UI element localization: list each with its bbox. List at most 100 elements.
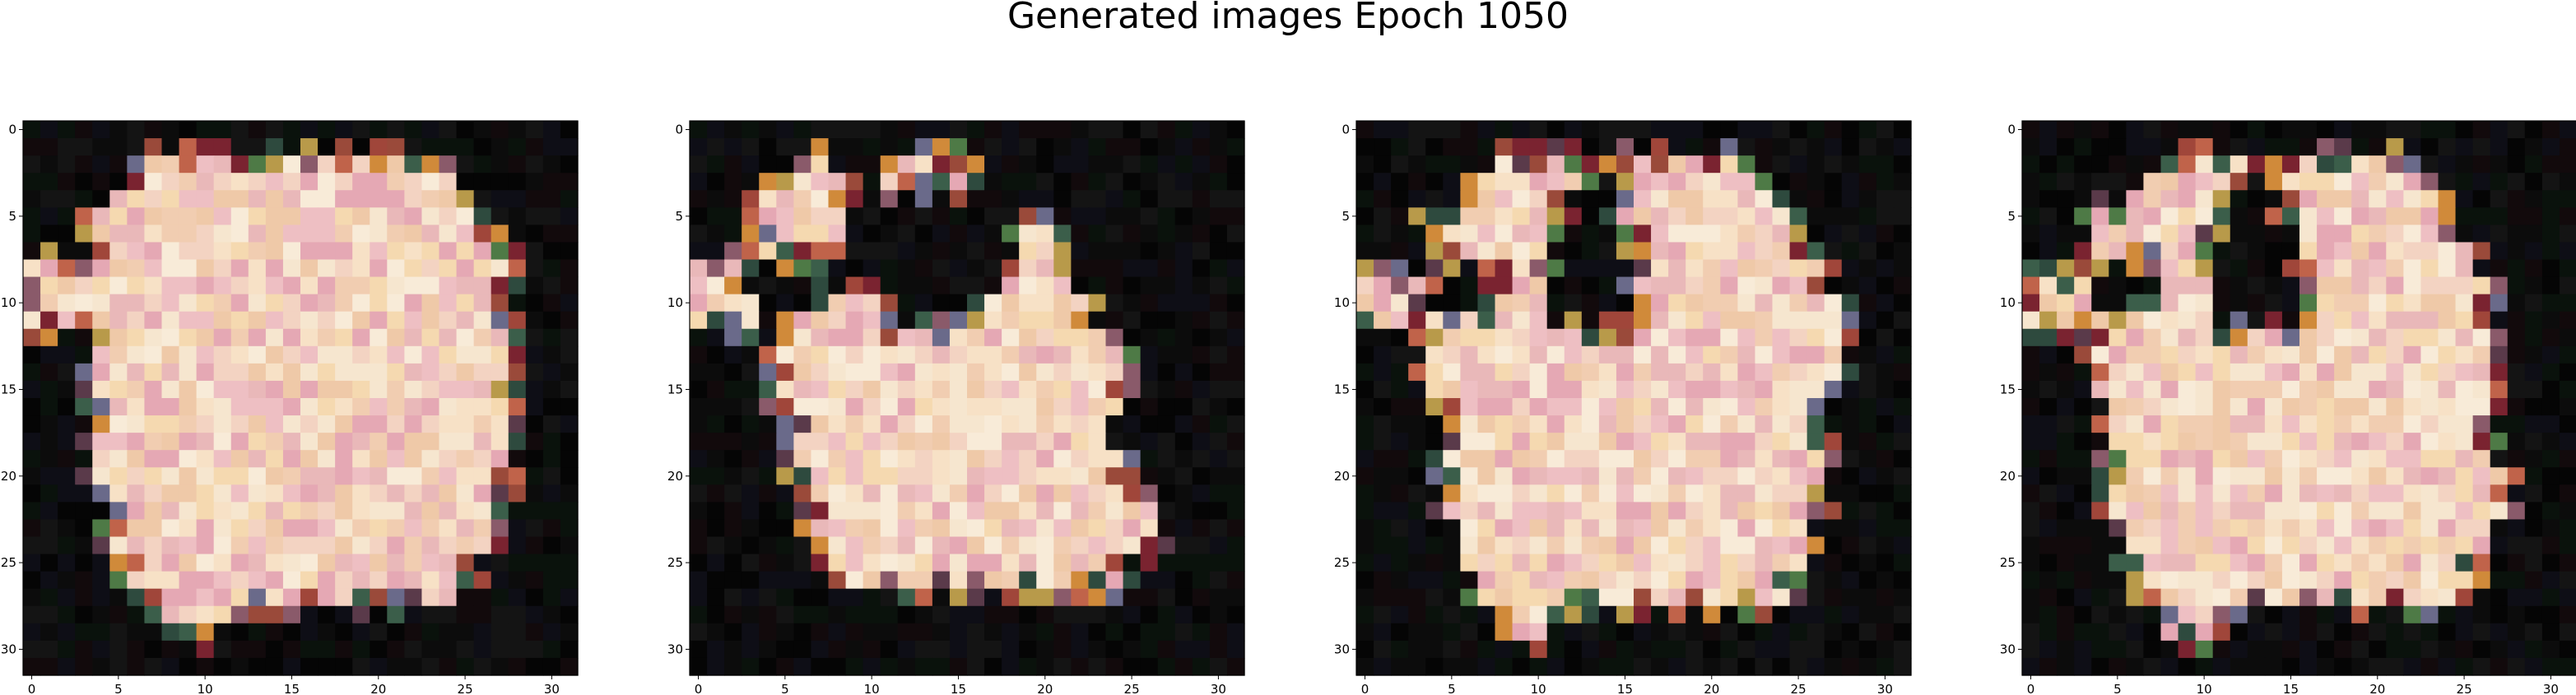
pixel-cell (1841, 155, 1860, 174)
pixel-cell (1651, 207, 1669, 225)
pixel-cell (439, 155, 458, 174)
pixel-cell (2524, 380, 2543, 399)
pixel-cell (2369, 536, 2387, 555)
pixel-cell (828, 640, 847, 659)
pixel-cell (2317, 242, 2335, 261)
pixel-cell (23, 536, 41, 555)
pixel-cell (2455, 467, 2474, 485)
pixel-cell (213, 623, 232, 642)
pixel-cell (1174, 173, 1193, 191)
pixel-cell (2351, 155, 2369, 174)
pixel-cell (2247, 502, 2266, 521)
pixel-cell (793, 657, 812, 676)
pixel-cell (508, 259, 527, 278)
pixel-cell (897, 259, 916, 278)
pixel-cell (1858, 190, 1877, 208)
pixel-cell (1443, 657, 1461, 676)
pixel-cell (1686, 207, 1704, 225)
pixel-cell (1408, 571, 1426, 590)
pixel-cell (1703, 294, 1721, 313)
pixel-cell (1686, 571, 1704, 590)
pixel-cell (776, 276, 794, 295)
pixel-cell (1755, 328, 1774, 347)
pixel-cell (2126, 588, 2145, 607)
pixel-cell (2317, 173, 2335, 191)
pixel-cell (300, 294, 319, 313)
pixel-cell (265, 363, 284, 382)
pixel-cell (2334, 311, 2352, 330)
pixel-cell (439, 380, 458, 399)
pixel-cell (2351, 554, 2369, 572)
pixel-cell (2420, 138, 2439, 156)
pixel-cell (1824, 467, 1843, 485)
pixel-cell (984, 502, 1002, 521)
pixel-cell (109, 259, 128, 278)
pixel-cell (1002, 450, 1020, 468)
pixel-cell (370, 363, 388, 382)
pixel-cell (863, 225, 881, 243)
pixel-cell (724, 276, 742, 295)
pixel-cell (1088, 155, 1107, 174)
pixel-cell (2022, 571, 2040, 590)
pixel-cell (1668, 433, 1686, 451)
pixel-cell (1123, 190, 1142, 208)
pixel-cell (2455, 484, 2474, 503)
pixel-cell (2472, 588, 2491, 607)
pixel-cell (1651, 484, 1669, 503)
pixel-cell (265, 121, 284, 139)
pixel-cell (2299, 415, 2318, 433)
pixel-cell (282, 190, 301, 208)
pixel-cell (2455, 588, 2474, 607)
pixel-cell (1209, 380, 1228, 399)
pixel-cell (2386, 345, 2404, 364)
pixel-cell (196, 138, 215, 156)
pixel-cell (793, 259, 812, 278)
pixel-cell (1858, 623, 1877, 642)
pixel-cell (1720, 345, 1738, 364)
pixel-cell (1824, 345, 1843, 364)
pixel-cell (1425, 276, 1444, 295)
pixel-cell (439, 450, 458, 468)
pixel-cell (1374, 450, 1392, 468)
pixel-cell (1720, 588, 1738, 607)
pixel-cell (776, 121, 794, 139)
pixel-cell (352, 345, 370, 364)
pixel-cell (914, 155, 933, 174)
pixel-cell (2195, 190, 2214, 208)
pixel-cell (2490, 207, 2509, 225)
pixel-cell (949, 155, 968, 174)
pixel-cell (473, 328, 492, 347)
pixel-cell (1408, 657, 1426, 676)
pixel-cell (1581, 345, 1600, 364)
pixel-cell (1088, 380, 1107, 399)
pixel-cell (880, 502, 899, 521)
pixel-cell (2507, 467, 2526, 485)
pixel-cell (1512, 190, 1531, 208)
pixel-cell (1140, 328, 1159, 347)
pixel-cell (759, 207, 777, 225)
pixel-cell (1686, 415, 1704, 433)
pixel-cell (1651, 467, 1669, 485)
pixel-cell (2541, 259, 2560, 278)
pixel-cell (1105, 190, 1124, 208)
pixel-cell (880, 328, 899, 347)
pixel-cell (127, 225, 146, 243)
pixel-cell (1123, 173, 1142, 191)
pixel-cell (196, 259, 215, 278)
pixel-cell (1356, 225, 1374, 243)
pixel-cell (1174, 657, 1193, 676)
pixel-cell (1460, 588, 1479, 607)
pixel-cell (863, 605, 881, 624)
pixel-cell (456, 605, 475, 624)
pixel-cell (2247, 363, 2266, 382)
pixel-cell (1841, 554, 1860, 572)
pixel-cell (1893, 242, 1912, 261)
pixel-cell (525, 605, 544, 624)
pixel-cell (1858, 467, 1877, 485)
pixel-cell (1174, 484, 1193, 503)
pixel-cell (984, 173, 1002, 191)
pixel-cell (2299, 554, 2318, 572)
pixel-cell (1088, 242, 1107, 261)
pixel-cell (127, 519, 146, 538)
pixel-cell (2438, 294, 2457, 313)
